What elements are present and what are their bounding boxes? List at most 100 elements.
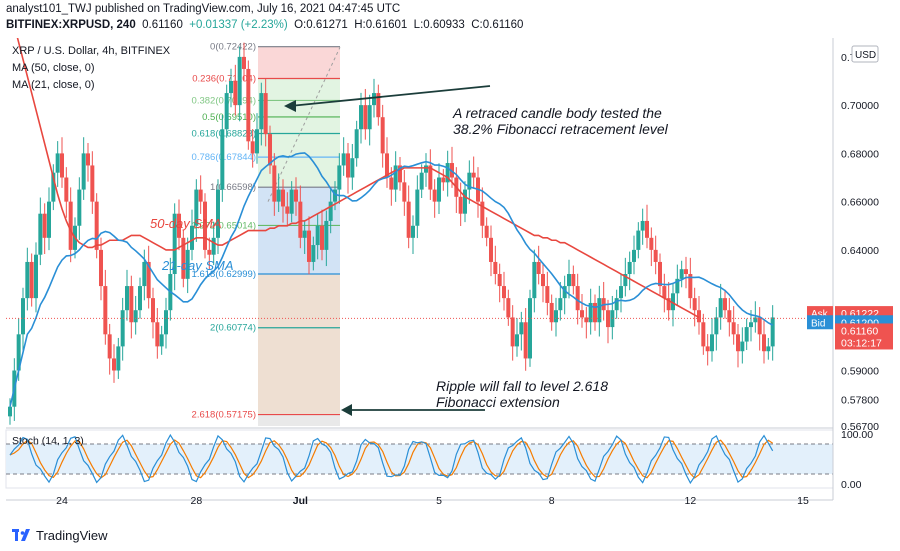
brand-name[interactable]: TradingView — [36, 528, 108, 543]
candle-body — [684, 269, 688, 275]
candle-body — [753, 317, 758, 323]
price-chart[interactable]: 0(0.72422) 0.236(0.71104) 0.382(0.70194) 0.… — [0, 38, 900, 520]
candle-body — [701, 322, 706, 347]
candle-body — [133, 310, 138, 323]
candle-body — [385, 153, 389, 178]
time-tick-label: Jul — [293, 495, 308, 507]
price-tick-label: 0.68000 — [841, 148, 879, 160]
candle-body — [532, 261, 537, 299]
candle-body — [415, 189, 420, 226]
fib-zone-brown — [258, 274, 340, 415]
candle-body — [571, 274, 576, 287]
fib-level-label: 2(0.60774) — [210, 323, 256, 334]
candle-body — [632, 249, 636, 262]
candle-body — [125, 286, 129, 311]
time-tick-label: 12 — [684, 495, 696, 507]
ohlc-low: L:0.60933 — [413, 19, 465, 31]
candle-body — [692, 298, 697, 311]
candle-body — [276, 189, 281, 202]
candle-body — [120, 310, 125, 347]
candle-body — [653, 249, 658, 262]
candle-body — [549, 302, 554, 323]
candle-body — [662, 286, 667, 299]
candle-body — [523, 322, 528, 359]
fib-level-label: 0(0.72422) — [210, 42, 256, 53]
candle-body — [497, 274, 502, 287]
candle-body — [81, 153, 86, 190]
candle-body — [450, 163, 454, 178]
candle-body — [229, 81, 233, 94]
candle-body — [671, 293, 675, 311]
candle-body — [346, 153, 350, 178]
candle-body — [60, 153, 64, 178]
candle-body — [658, 261, 662, 287]
candle-body — [510, 317, 515, 347]
candle-body — [25, 261, 30, 299]
candle-body — [536, 261, 541, 275]
fib-zone-grey — [258, 414, 340, 426]
publisher-line: analyst101_TWJ published on TradingView.… — [6, 3, 401, 15]
price-tick-label: 0.56700 — [841, 421, 879, 433]
candle-body — [190, 225, 194, 250]
candle-body — [389, 177, 394, 190]
fib-level-label: 1.618(0.62999) — [192, 269, 256, 280]
fib-level-label: 1(0.66598) — [210, 182, 256, 193]
candle-body — [731, 322, 736, 335]
candle-body — [614, 298, 619, 311]
candle-body — [515, 334, 519, 347]
candle-body — [736, 334, 740, 352]
candle-body — [519, 322, 524, 335]
candle-body — [545, 286, 550, 303]
candle-body — [285, 206, 290, 214]
candle-body — [99, 249, 103, 287]
candle-body — [502, 286, 506, 299]
candle-body — [315, 225, 320, 246]
candle-body — [506, 298, 511, 318]
fib-level-label: 0.236(0.71104) — [192, 74, 256, 85]
candle-body — [567, 274, 571, 287]
price-tag-label: Bid — [811, 318, 825, 329]
candle-body — [727, 310, 732, 323]
candle-body — [723, 298, 727, 311]
candle-body — [320, 225, 324, 250]
last-price-tag-bg — [835, 323, 893, 350]
candle-body — [42, 213, 47, 238]
candle-body — [402, 182, 407, 202]
candle-body — [467, 172, 472, 190]
candle-body — [419, 172, 424, 190]
tradingview-logo-icon — [12, 529, 30, 541]
candle-body — [471, 172, 476, 178]
price-tag-label: Ask — [811, 309, 829, 320]
candle-body — [90, 165, 95, 202]
legend-ma50: MA (50, close, 0) — [12, 62, 95, 74]
candle-body — [16, 334, 21, 371]
candle-body — [714, 317, 719, 335]
candle-body — [406, 201, 411, 238]
candle-body — [367, 105, 372, 130]
annotation-fall-arrowhead — [341, 404, 352, 416]
currency-button[interactable]: USD — [855, 50, 876, 61]
annotation-retrace-arrow — [289, 85, 491, 107]
candle-body — [224, 93, 229, 130]
ohlc-open: O:0.61271 — [294, 19, 348, 31]
stoch-tick-label: 100.00 — [841, 429, 873, 441]
candle-body — [580, 310, 584, 318]
legend-title: XRP / U.S. Dollar, 4h, BITFINEX — [12, 45, 171, 57]
candle-body — [372, 93, 376, 106]
candle-body — [393, 165, 398, 190]
candle-body — [29, 261, 34, 299]
candle-body — [445, 163, 450, 183]
candle-body — [705, 346, 710, 352]
fib-zone-red — [258, 46, 340, 79]
time-tick-label: 8 — [549, 495, 555, 507]
fib-level-label: 1.272(0.65014) — [192, 220, 256, 231]
candle-body — [463, 189, 467, 214]
candle-body — [740, 341, 745, 352]
candle-body — [233, 81, 238, 106]
candle-body — [528, 298, 532, 359]
candle-body — [220, 129, 225, 190]
candle-body — [376, 93, 381, 118]
candle-body — [8, 406, 12, 417]
last-price-tag: 0.61160 — [841, 325, 878, 337]
candle-body — [679, 269, 684, 279]
